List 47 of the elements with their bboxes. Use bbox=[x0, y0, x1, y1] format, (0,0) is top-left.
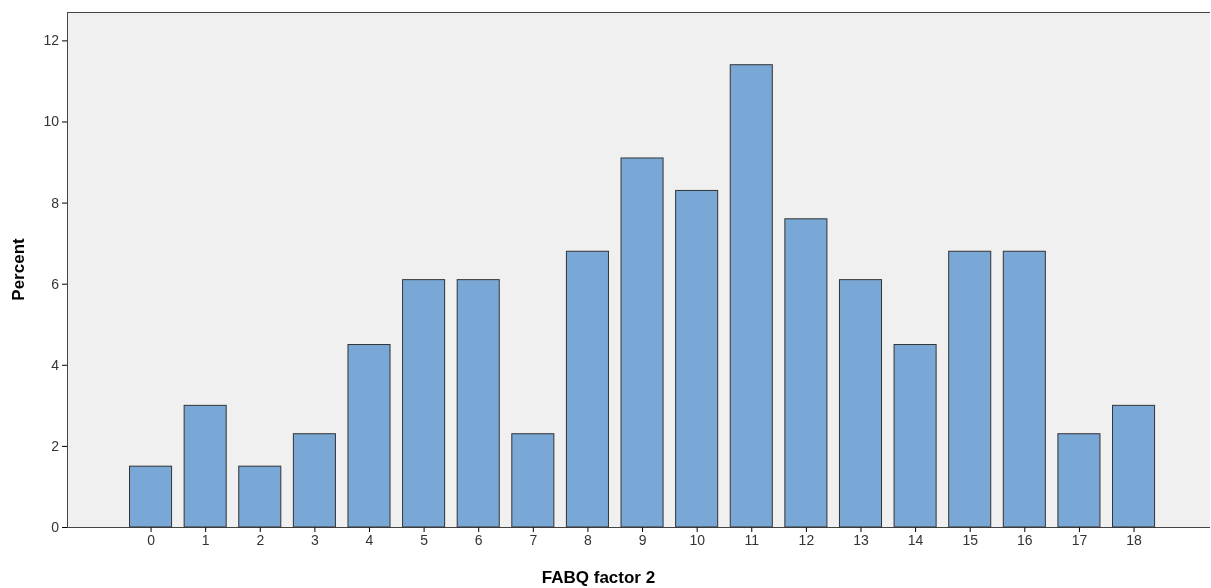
bar bbox=[402, 279, 446, 528]
x-axis-title: FABQ factor 2 bbox=[541, 568, 656, 587]
x-tick-label: 7 bbox=[529, 531, 538, 548]
x-tick-label: 11 bbox=[744, 531, 760, 548]
y-tick-label: 6 bbox=[51, 275, 60, 292]
x-tick-label: 9 bbox=[638, 531, 647, 548]
x-tick-label: 5 bbox=[420, 531, 429, 548]
y-tick-label: 4 bbox=[51, 356, 60, 373]
bar bbox=[838, 279, 883, 528]
bar bbox=[893, 344, 937, 528]
bar bbox=[948, 250, 992, 528]
x-tick-label: 14 bbox=[907, 531, 924, 548]
y-axis-title: Percent bbox=[9, 237, 28, 301]
bar bbox=[511, 433, 555, 528]
bar bbox=[1057, 433, 1101, 528]
bar bbox=[1002, 250, 1046, 528]
x-tick-label: 12 bbox=[798, 531, 815, 548]
x-tick-label: 1 bbox=[201, 531, 210, 548]
bar bbox=[129, 465, 173, 528]
bar bbox=[456, 279, 500, 528]
x-tick-label: 15 bbox=[962, 531, 979, 548]
bar bbox=[675, 189, 719, 528]
y-tick-label: 10 bbox=[43, 113, 60, 130]
bar bbox=[784, 218, 828, 528]
bar bbox=[565, 250, 609, 528]
x-tick-label: 4 bbox=[365, 531, 374, 548]
x-tick-label: 2 bbox=[256, 531, 265, 548]
x-tick-label: 13 bbox=[853, 531, 869, 548]
y-tick-label: 2 bbox=[51, 437, 60, 454]
bar bbox=[238, 465, 282, 528]
y-tick-label: 0 bbox=[51, 518, 60, 535]
bar bbox=[347, 344, 391, 528]
x-tick-label: 0 bbox=[147, 531, 156, 548]
x-tick-label: 3 bbox=[310, 531, 319, 548]
bar bbox=[620, 157, 664, 528]
bar bbox=[1112, 404, 1156, 528]
x-tick-label: 8 bbox=[584, 531, 593, 548]
y-tick-label: 8 bbox=[51, 194, 60, 211]
bar bbox=[183, 404, 227, 528]
x-tick-label: 6 bbox=[474, 531, 483, 548]
x-tick-label: 18 bbox=[1126, 531, 1143, 548]
x-tick-label: 17 bbox=[1071, 531, 1088, 548]
x-tick-label: 10 bbox=[689, 531, 706, 548]
y-tick-label: 12 bbox=[43, 32, 60, 49]
bar bbox=[729, 64, 773, 528]
x-tick-label: 16 bbox=[1017, 531, 1033, 548]
bar bbox=[292, 433, 336, 528]
